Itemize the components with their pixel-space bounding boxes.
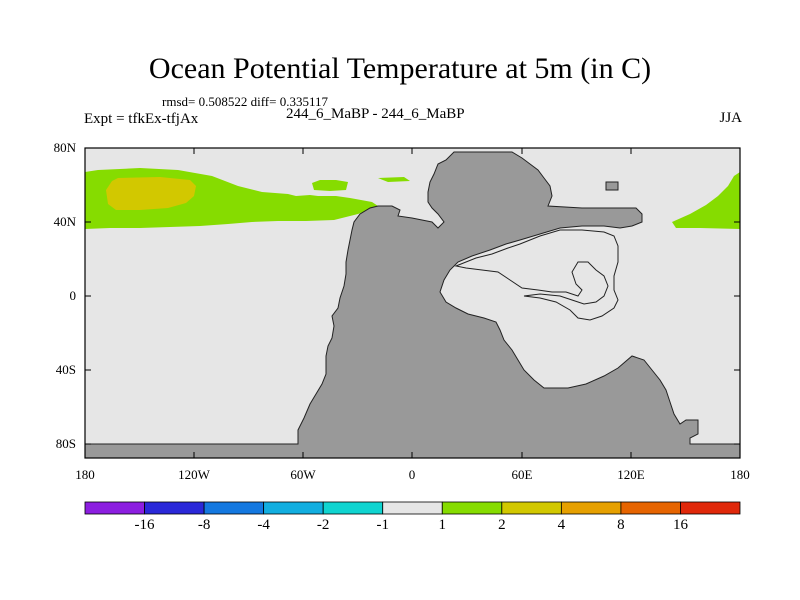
island	[605, 181, 619, 191]
colorbar-swatch	[84, 501, 145, 515]
colorbar-swatch	[382, 501, 443, 515]
colorbar-label: -4	[257, 517, 270, 533]
map-title: Ocean Potential Temperature at 5m (in C)	[148, 52, 652, 85]
anomaly-region-1-2-east	[672, 172, 740, 229]
lat-label-80s: 80S	[55, 436, 76, 451]
colorbar-swatch	[263, 501, 324, 515]
colorbar-swatch	[560, 501, 622, 515]
lat-label-80n: 80N	[53, 140, 76, 155]
anomaly-region-1-2-north	[312, 180, 348, 191]
lon-label-120w: 120W	[178, 467, 210, 482]
colorbar-label: -16	[134, 517, 155, 533]
colorbar	[84, 501, 741, 515]
colorbar-label: 1	[438, 517, 447, 533]
colorbar-swatch	[441, 501, 503, 515]
colorbar-label: 4	[557, 517, 566, 533]
colorbar-swatch	[203, 501, 265, 515]
lon-label-0: 0	[408, 467, 416, 482]
lon-label-120e: 120E	[617, 467, 645, 482]
colorbar-label: -8	[197, 517, 211, 533]
lat-label-0: 0	[69, 288, 77, 303]
anomaly-region-2-4	[106, 177, 196, 210]
colorbar-swatch	[322, 501, 384, 515]
colorbar-swatch	[501, 501, 562, 515]
lon-label-60w: 60W	[290, 467, 316, 482]
lon-label-180w: 180	[75, 467, 95, 482]
lon-label-180e: 180	[730, 467, 750, 482]
lat-label-40s: 40S	[55, 362, 76, 377]
inland-sea	[454, 229, 619, 321]
colorbar-swatch	[680, 501, 741, 515]
x-tick-marks	[84, 148, 741, 458]
map-subtitle: 244_6_MaBP - 244_6_MaBP	[286, 106, 465, 122]
colorbar-label: -1	[376, 517, 389, 533]
stats-text: rmsd= 0.508522 diff= 0.335117	[162, 94, 328, 109]
land-mass	[84, 151, 741, 459]
colorbar-swatch	[144, 501, 205, 515]
colorbar-swatch	[620, 501, 681, 515]
colorbar-label: 2	[498, 517, 506, 533]
colorbar-label: 8	[617, 517, 625, 533]
y-tick-marks	[85, 147, 740, 445]
lon-label-60e: 60E	[511, 467, 533, 482]
experiment-label: Expt = tfkEx-tfjAx	[84, 111, 199, 127]
anomaly-region-1-2-sliver	[378, 177, 410, 182]
season-label: JJA	[719, 110, 742, 126]
colorbar-label: -2	[316, 517, 330, 533]
lat-label-40n: 40N	[53, 214, 76, 229]
colorbar-label: 16	[672, 517, 688, 533]
